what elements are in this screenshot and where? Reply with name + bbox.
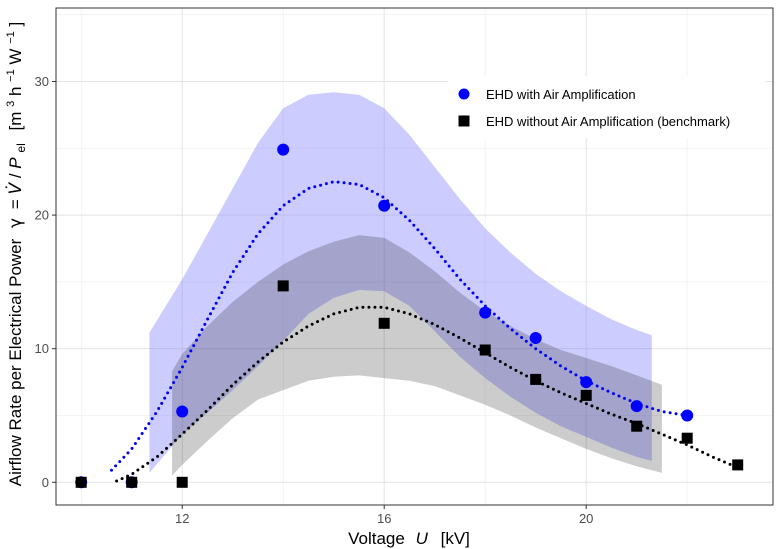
data-point-benchmark	[631, 420, 643, 432]
y-axis-title-vdot: V̇	[5, 182, 26, 195]
x-axis-title: Voltage U [kV]	[348, 529, 470, 548]
legend-marker-with-amplification	[458, 88, 470, 100]
legend: EHD with Air Amplification EHD without A…	[448, 76, 766, 138]
x-axis-title-unit: [kV]	[441, 529, 470, 548]
data-points	[75, 143, 744, 489]
y-tick-label: 0	[42, 475, 49, 490]
y-axis-title-unit-h: h	[6, 87, 25, 96]
data-point-benchmark	[378, 317, 390, 329]
y-tick-label: 20	[35, 208, 49, 223]
y-axis-title-unit-w: W	[6, 49, 25, 65]
y-axis-title-unit-sup3: 3	[5, 101, 17, 107]
data-point-with-amplification	[479, 306, 492, 319]
confidence-bands	[149, 92, 662, 476]
legend-label-with-amplification: EHD with Air Amplification	[486, 87, 636, 102]
y-axis-title-slash: /	[6, 173, 25, 178]
y-tick-label: 30	[35, 74, 49, 89]
y-axis-title-gamma: γ	[6, 218, 26, 228]
y-axis-title-eq: =	[6, 195, 25, 210]
legend-marker-benchmark	[458, 115, 470, 127]
x-tick-label: 12	[175, 511, 189, 526]
y-axis-title-psub: el	[14, 143, 28, 152]
data-point-with-amplification	[378, 199, 391, 212]
data-point-benchmark	[75, 476, 87, 488]
y-axis-title: Airflow Rate per Electrical Power γ = V̇…	[0, 22, 29, 486]
y-tick-label: 10	[35, 341, 49, 356]
x-tick-label: 20	[579, 511, 593, 526]
x-axis-ticks: 12 16 20	[175, 505, 593, 526]
y-axis-title-unit-sup-w: −1	[5, 31, 17, 44]
data-point-with-amplification	[630, 400, 643, 413]
data-point-benchmark	[176, 476, 188, 488]
data-point-benchmark	[126, 476, 138, 488]
fit-curve-benchmark	[115, 305, 740, 483]
data-point-with-amplification	[681, 409, 694, 422]
y-axis-title-p: P	[6, 157, 25, 169]
data-point-with-amplification	[580, 376, 593, 389]
panel-border	[55, 7, 774, 506]
legend-label-benchmark: EHD without Air Amplification (benchmark…	[486, 114, 730, 129]
confidence-band-benchmark	[172, 235, 662, 476]
x-axis-title-var: U	[416, 529, 429, 548]
x-axis-title-main: Voltage	[348, 529, 405, 548]
data-point-with-amplification	[176, 405, 189, 418]
confidence-band-with-amplification	[149, 92, 652, 473]
y-axis-title-main: Airflow Rate per Electrical Power	[6, 238, 25, 486]
y-axis-ticks: 0 10 20 30	[35, 74, 56, 490]
legend-background	[448, 76, 766, 138]
data-point-benchmark	[580, 389, 592, 401]
data-point-benchmark	[530, 373, 542, 385]
data-point-with-amplification	[529, 332, 542, 344]
data-point-benchmark	[732, 459, 744, 471]
data-point-benchmark	[479, 344, 491, 356]
y-axis-title-unit-close: ]	[6, 22, 25, 27]
data-point-benchmark	[681, 432, 693, 444]
y-axis-title-unit-sup-h: −1	[5, 69, 17, 82]
y-axis-title-unit-open: [m	[6, 112, 25, 131]
data-point-benchmark	[277, 280, 289, 292]
data-point-with-amplification	[277, 143, 290, 156]
x-tick-label: 16	[377, 511, 391, 526]
